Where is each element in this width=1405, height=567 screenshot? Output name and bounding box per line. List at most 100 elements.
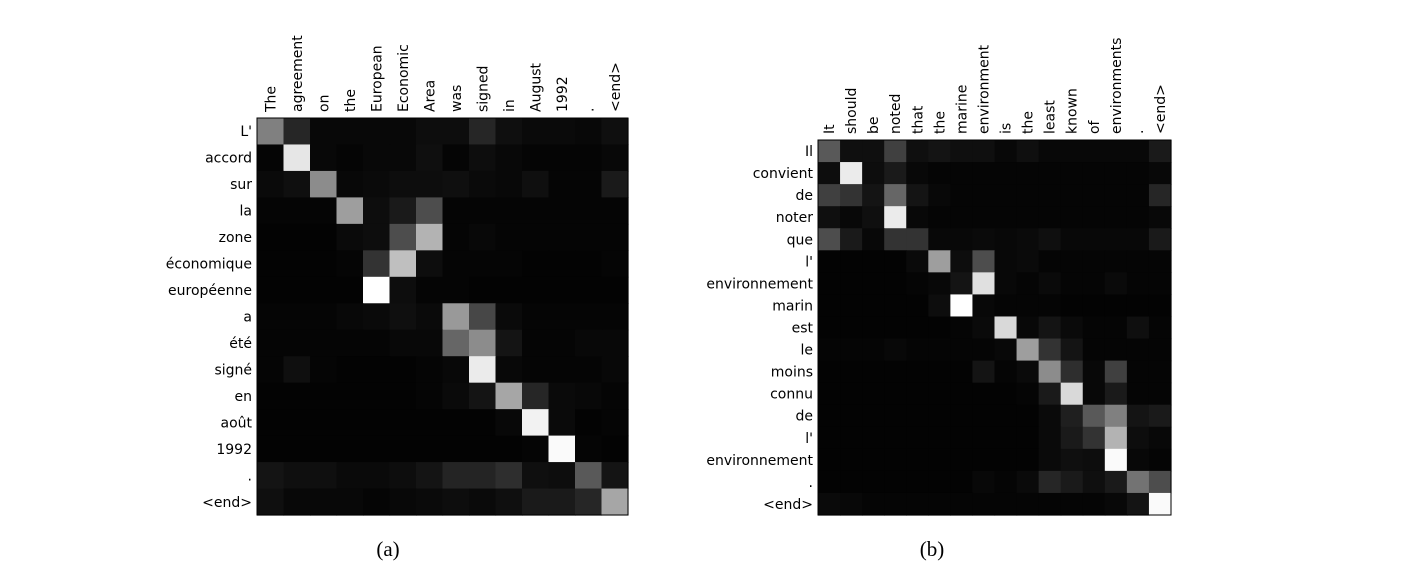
heatmap-cell [1082,162,1106,185]
heatmap-cell [283,197,311,225]
heatmap-cell [469,170,497,198]
heatmap-cell [1038,338,1062,362]
heatmap-cell [972,338,996,362]
heatmap-cell [1126,272,1150,296]
heatmap-cell [389,462,417,490]
heatmap-cell [840,404,863,428]
heatmap-cell [818,338,841,362]
heatmap-cell [1126,140,1150,163]
heatmap-cell [310,197,338,225]
heatmap-cell [336,488,364,516]
heatmap-cell [950,184,974,207]
y-tick-label: le [800,343,813,359]
heatmap-cell [469,356,497,384]
heatmap-cell [972,448,996,472]
heatmap-cell [1148,382,1172,406]
heatmap-cell [950,426,974,450]
heatmap-cell [522,197,550,225]
heatmap-cell [994,228,1018,251]
heatmap-cell [363,197,391,225]
x-tick-label: should [844,88,860,134]
heatmap-cell [257,276,285,304]
heatmap-cell [818,162,841,185]
heatmap-cell [522,118,550,146]
heatmap-cell [363,223,391,251]
heatmap-cell [283,276,311,304]
heatmap-cell [1016,294,1040,318]
heatmap-cell [840,360,863,384]
heatmap-cell [1126,338,1150,362]
heatmap-cell [310,276,338,304]
heatmap-cell [469,409,497,437]
heatmap-cell [336,409,364,437]
heatmap-cell [862,140,885,163]
heatmap-cell [840,316,863,340]
heatmap-cell [495,223,523,251]
heatmap-cell [972,382,996,406]
y-tick-label: l' [805,254,813,270]
heatmap-cell [1082,426,1106,450]
heatmap-cell [906,162,929,185]
heatmap-cell [972,206,996,229]
heatmap-cell [928,492,951,516]
heatmap-cell [1082,294,1106,318]
heatmap-cell [862,360,885,384]
heatmap-cell [469,329,497,357]
x-tick-label: . [1131,130,1147,134]
y-tick-label: zone [219,230,252,246]
heatmap-cell [575,462,603,490]
y-tick-label: environnement [706,453,813,469]
heatmap-cell [601,170,629,198]
heatmap-cell [1060,338,1084,362]
heatmap-cell [1104,448,1128,472]
heatmap-cell [416,170,444,198]
heatmap-cell [1148,316,1172,340]
heatmap-cell [840,250,863,273]
heatmap-cell [1038,206,1062,229]
heatmap-cell [1060,294,1084,318]
heatmap-cell [1082,338,1106,362]
heatmap-cell [522,382,550,410]
heatmap-cell [495,356,523,384]
y-tick-label: août [220,415,252,431]
heatmap-cell [548,435,576,463]
heatmap-cell [1038,162,1062,185]
heatmap-cell [1082,206,1106,229]
x-tick-label: least [1043,100,1059,134]
x-tick-label: It [822,124,838,134]
heatmap-cell [862,338,885,362]
heatmap-cell [884,250,907,273]
heatmap-cell [862,162,885,185]
heatmap-cell [840,426,863,450]
heatmap-cell [840,492,863,516]
heatmap-cell [389,488,417,516]
heatmap-cell [310,329,338,357]
heatmap-cell [1060,140,1084,163]
heatmap-cell [416,382,444,410]
heatmap-cell [1104,272,1128,296]
heatmap-cell [469,303,497,331]
heatmap-cell [884,426,907,450]
heatmap-cell [522,356,550,384]
heatmap-cell [1148,404,1172,428]
heatmap-cell [389,435,417,463]
heatmap-cell [575,329,603,357]
heatmap-cell [884,360,907,384]
heatmap-cell [1016,228,1040,251]
heatmap-cell [950,250,974,273]
heatmap-cell [818,228,841,251]
heatmap-cell [601,223,629,251]
heatmap-cell [1104,184,1128,207]
y-tick-label: . [248,468,252,484]
heatmap-cell [416,462,444,490]
heatmap-cell [522,488,550,516]
heatmap-cell [928,382,951,406]
heatmap-cell [1016,272,1040,296]
heatmap-cell [818,382,841,406]
heatmap-cell [994,294,1018,318]
heatmap-cell [1082,470,1106,494]
heatmap-cell [1060,184,1084,207]
heatmap-cell [336,197,364,225]
heatmap-cell [522,170,550,198]
heatmap-cell [442,435,470,463]
